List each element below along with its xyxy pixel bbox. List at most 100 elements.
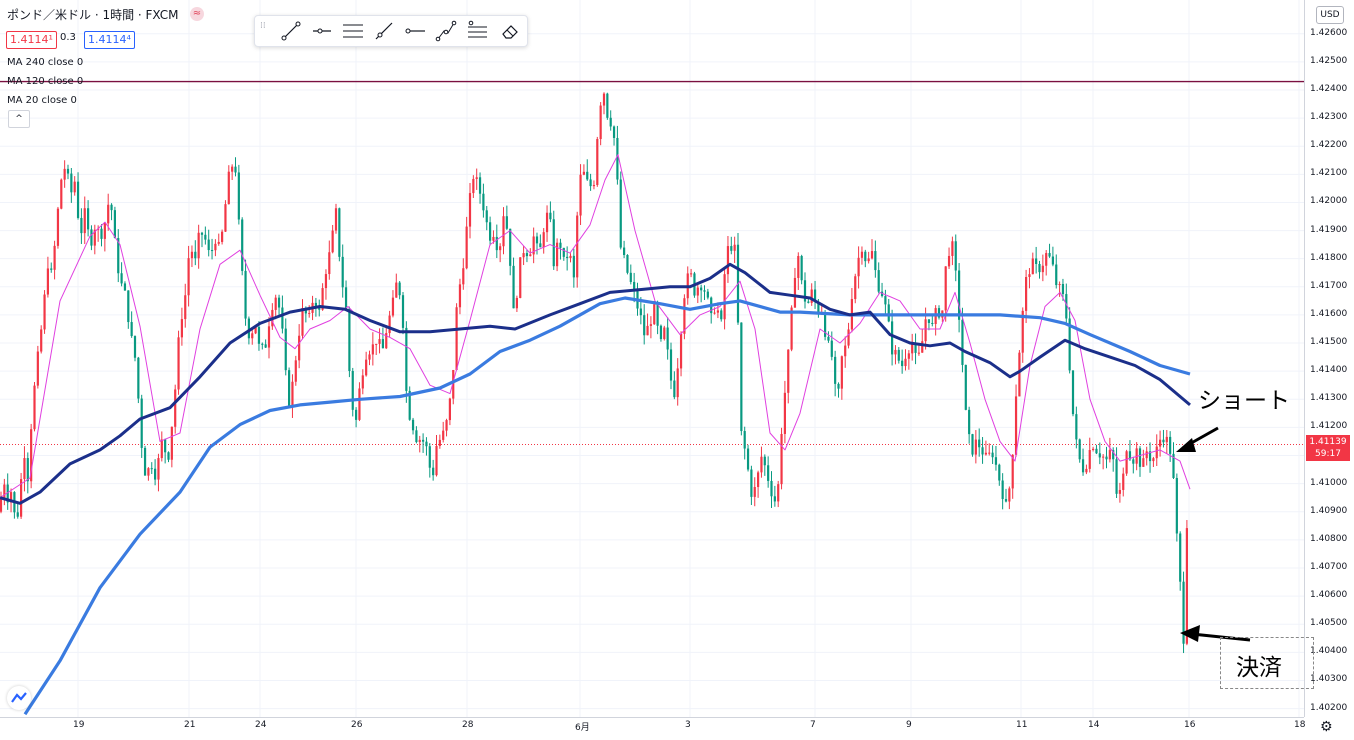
parallel-channel-icon[interactable] — [341, 19, 365, 43]
candle-body — [1048, 253, 1051, 257]
settle-arrow-head — [1180, 625, 1200, 642]
currency-badge[interactable]: USD — [1316, 6, 1344, 24]
candle-body — [907, 353, 910, 359]
candle-body — [549, 212, 552, 220]
candle-body — [887, 304, 890, 322]
candle-body — [515, 297, 518, 309]
drag-handle-icon[interactable]: ⁞⁞ — [260, 21, 266, 31]
indicator-ma20-label[interactable]: MA 20 close 0 — [7, 95, 77, 106]
candle-body — [448, 398, 451, 421]
bid-price[interactable]: 1.4114¹ — [6, 31, 57, 49]
candle-body — [177, 337, 180, 390]
time-tick-label: 19 — [73, 720, 85, 730]
candle-body — [478, 177, 482, 194]
candle-body — [1008, 488, 1011, 502]
candle-body — [639, 308, 642, 316]
collapse-indicators-button[interactable]: ^ — [8, 110, 30, 128]
price-tick-label: 1.42100 — [1310, 168, 1348, 179]
candle-body — [924, 319, 927, 342]
price-tick-label: 1.41600 — [1310, 308, 1348, 319]
candle-body — [438, 439, 441, 446]
tradingview-logo-icon[interactable] — [7, 686, 31, 710]
indicator-ma240-label[interactable]: MA 240 close 0 — [7, 57, 84, 68]
candle-body — [978, 439, 981, 448]
candle-body — [797, 256, 800, 278]
bar-countdown: 59:17 — [1315, 449, 1341, 459]
fib-retracement-icon[interactable] — [465, 19, 489, 43]
candle-body — [378, 339, 381, 344]
candle-body — [606, 93, 609, 118]
path-icon[interactable] — [434, 19, 458, 43]
candle-body — [596, 139, 599, 185]
candle-body — [676, 368, 679, 398]
candle-body — [542, 232, 545, 248]
horizontal-ray-icon[interactable] — [310, 19, 334, 43]
candle-body — [338, 208, 341, 257]
candle-body — [894, 349, 897, 355]
candle-body — [294, 360, 297, 382]
candle-body — [143, 447, 147, 476]
indicator-ma120-label[interactable]: MA 120 close 0 — [7, 76, 84, 87]
candle-body — [76, 181, 80, 218]
candle-body — [780, 433, 783, 485]
symbol-title[interactable]: ポンド／米ドル · 1時間 · FXCM — [7, 8, 179, 22]
candle-body — [1078, 439, 1081, 460]
candle-body — [998, 464, 1001, 481]
settings-gear-icon[interactable]: ⚙ — [1320, 719, 1333, 735]
price-tick-label: 1.41900 — [1310, 224, 1348, 235]
candle-body — [103, 223, 106, 239]
candle-body — [740, 322, 743, 432]
candle-body — [251, 333, 254, 339]
candle-body — [60, 179, 63, 209]
candle-body — [753, 487, 756, 497]
price-tick-label: 1.40600 — [1310, 590, 1348, 601]
candle-body — [988, 452, 991, 454]
candle-body — [502, 216, 505, 247]
candle-body — [867, 258, 870, 262]
candle-body — [234, 166, 237, 173]
candle-body — [1132, 459, 1135, 464]
candle-body — [264, 344, 267, 348]
signal-icon[interactable]: ≈ — [190, 7, 204, 21]
candle-body — [994, 457, 998, 465]
candle-body — [512, 265, 515, 309]
candle-body — [1165, 436, 1168, 443]
time-axis[interactable] — [0, 717, 1304, 740]
candle-body — [1098, 453, 1101, 458]
candle-body — [599, 105, 602, 140]
ray-icon[interactable] — [372, 19, 396, 43]
candle-body — [1172, 453, 1175, 478]
candle-body — [30, 429, 33, 482]
candle-body — [1102, 456, 1105, 458]
candle-body — [274, 297, 277, 310]
candle-body — [723, 274, 726, 320]
time-tick-label: 9 — [906, 720, 912, 730]
trend-line-icon[interactable] — [279, 19, 303, 43]
price-chart[interactable] — [0, 0, 1304, 717]
price-axis[interactable] — [1304, 0, 1354, 717]
time-tick-label: 7 — [810, 720, 816, 730]
candle-body — [1041, 265, 1044, 273]
candle-body — [1179, 533, 1182, 582]
price-tick-label: 1.40200 — [1310, 702, 1348, 713]
chart-pane[interactable] — [0, 0, 1304, 717]
ask-price[interactable]: 1.4114⁴ — [84, 31, 135, 49]
candle-body — [465, 226, 468, 269]
candle-body — [767, 465, 770, 481]
candle-body — [277, 297, 281, 308]
candle-body — [904, 358, 907, 367]
candle-body — [931, 322, 934, 324]
price-tick-label: 1.42000 — [1310, 196, 1348, 207]
horizontal-line-icon[interactable] — [403, 19, 427, 43]
candle-body — [968, 409, 971, 435]
candle-body — [36, 351, 39, 386]
candle-body — [160, 439, 163, 459]
candle-body — [703, 290, 706, 292]
candle-body — [874, 251, 877, 271]
candle-body — [468, 193, 472, 227]
candle-body — [210, 250, 214, 252]
candle-body — [947, 255, 951, 267]
eraser-icon[interactable] — [498, 19, 522, 43]
candle-body — [495, 236, 498, 251]
candle-body — [33, 385, 36, 430]
